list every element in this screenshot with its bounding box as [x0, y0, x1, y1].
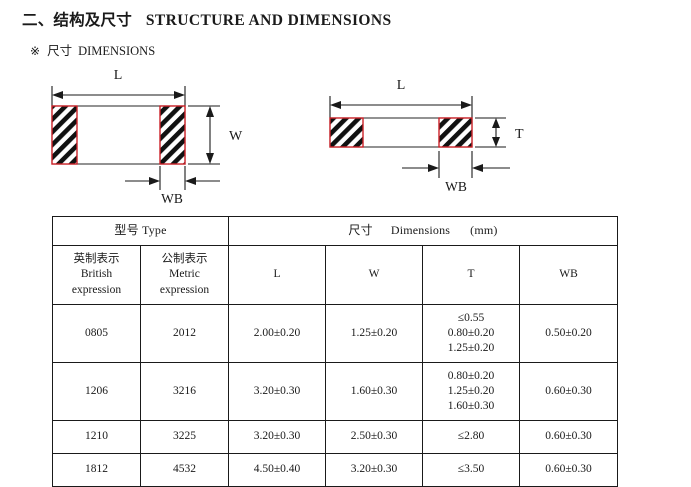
header-british-expression: 英制表示 British expression [52, 245, 141, 305]
length-label-side: L [397, 78, 406, 93]
width-arrow-top [206, 106, 214, 117]
page-title-en: STRUCTURE AND DIMENSIONS [145, 12, 392, 29]
header-dimensions-cn: 尺寸 [348, 223, 373, 238]
cell-t: ≤3.50 [422, 453, 521, 487]
cell-metric: 3225 [139, 420, 230, 454]
page-title: 二、结构及尺寸 STRUCTURE AND DIMENSIONS [22, 8, 392, 30]
header-dimensions-en: Dimensions [390, 223, 451, 238]
length-arrow-left-side [330, 101, 341, 109]
header-w: W [325, 245, 424, 305]
header-british-en2: expression [71, 283, 122, 296]
cell-wb: 0.60±0.30 [519, 420, 619, 454]
cell-w: 1.60±0.30 [325, 362, 424, 421]
band-label-top: WB [161, 191, 183, 206]
header-metric-expression: 公制表示 Metric expression [139, 245, 230, 305]
table-row: 1210 3225 3.20±0.30 2.50±0.30 ≤2.80 0.60… [52, 420, 619, 454]
width-dimension [188, 105, 220, 165]
cell-l: 2.00±0.20 [228, 304, 327, 363]
cell-t: 0.80±0.20 1.25±0.20 1.60±0.30 [422, 362, 521, 421]
band-label-side: WB [445, 179, 467, 194]
dimensions-table: 型号 Type 尺寸 Dimensions (mm) 英制表示 British ex… [51, 216, 619, 487]
cell-wb: 0.60±0.30 [519, 453, 619, 487]
header-type: 型号 Type [51, 216, 230, 246]
length-arrow-left [52, 91, 63, 99]
cell-t-line: 0.80±0.20 [447, 369, 495, 382]
band-arrow-right-top [185, 177, 196, 185]
length-arrow-right [174, 91, 185, 99]
cell-wb: 0.60±0.30 [519, 362, 619, 421]
header-wb: WB [519, 245, 619, 305]
cell-metric: 4532 [139, 453, 230, 487]
cell-t-line: 1.60±0.30 [447, 400, 495, 413]
cell-t-line: ≤0.55 [457, 311, 485, 324]
electrode-right-top [159, 105, 186, 165]
table-sub-header-row: 英制表示 British expression 公制表示 Metric expr… [52, 245, 619, 305]
cell-british: 0805 [52, 304, 141, 363]
cell-t: ≤0.55 0.80±0.20 1.25±0.20 [422, 304, 521, 363]
cell-t-line: 1.25±0.20 [447, 384, 495, 397]
table-row: 1812 4532 4.50±0.40 3.20±0.30 ≤3.50 0.60… [52, 453, 619, 487]
electrode-right-side [438, 117, 473, 148]
header-metric-en1: Metric [169, 268, 200, 281]
cell-l: 4.50±0.40 [228, 453, 327, 487]
thickness-arrow-top [492, 118, 500, 128]
header-british-cn: 英制表示 [73, 253, 120, 266]
band-dimension-top [125, 166, 220, 190]
length-arrow-right-side [461, 101, 472, 109]
cell-t-line: 1.25±0.20 [447, 342, 495, 355]
thickness-label: T [515, 127, 524, 142]
subsection-title-en: DIMENSIONS [78, 44, 156, 58]
header-british-en1: British [80, 268, 113, 281]
subsection-title-cn: 尺寸 [47, 44, 73, 58]
header-dimensions-unit: (mm) [470, 223, 498, 238]
cell-t-line: 0.80±0.20 [447, 326, 495, 339]
cell-w: 1.25±0.20 [325, 304, 424, 363]
side-view-diagram: L T WB [310, 62, 560, 207]
cell-w: 2.50±0.30 [325, 420, 424, 454]
width-arrow-bottom [206, 153, 214, 164]
top-view-diagram: L W WB [30, 62, 280, 207]
cell-british: 1210 [52, 420, 141, 454]
electrode-left-side [329, 117, 364, 148]
band-dimension-side [402, 151, 510, 178]
table-group-header-row: 型号 Type 尺寸 Dimensions (mm) [51, 216, 619, 246]
thickness-arrow-bottom [492, 137, 500, 147]
length-label-top: L [114, 68, 123, 83]
cell-l: 3.20±0.30 [228, 362, 327, 421]
header-type-en: Type [142, 223, 167, 238]
table-row: 1206 3216 3.20±0.30 1.60±0.30 0.80±0.20 … [52, 362, 619, 421]
band-arrow-right-side [472, 164, 483, 172]
header-metric-en2: expression [159, 283, 210, 296]
header-t: T [422, 245, 521, 305]
length-dimension-side [329, 96, 473, 118]
length-dimension-top [51, 86, 186, 106]
cell-wb: 0.50±0.20 [519, 304, 619, 363]
header-type-cn: 型号 [114, 223, 139, 238]
table-row: 0805 2012 2.00±0.20 1.25±0.20 ≤0.55 0.80… [52, 304, 619, 363]
electrode-left-top [51, 105, 78, 165]
header-metric-cn: 公制表示 [161, 253, 208, 266]
cell-metric: 3216 [139, 362, 230, 421]
width-label: W [229, 129, 243, 144]
page-title-cn: 二、结构及尺寸 [22, 12, 132, 29]
header-dimensions: 尺寸 Dimensions (mm) [228, 216, 619, 246]
thickness-dimension [475, 117, 506, 148]
band-arrow-left-top [149, 177, 160, 185]
cell-metric: 2012 [139, 304, 230, 363]
cell-british: 1812 [52, 453, 141, 487]
reference-mark-icon: ※ [30, 44, 41, 58]
cell-l: 3.20±0.30 [228, 420, 327, 454]
cell-t: ≤2.80 [422, 420, 521, 454]
subsection-title: ※ 尺寸 DIMENSIONS [30, 40, 155, 59]
band-arrow-left-side [428, 164, 439, 172]
cell-w: 3.20±0.30 [325, 453, 424, 487]
header-l: L [228, 245, 327, 305]
cell-british: 1206 [52, 362, 141, 421]
